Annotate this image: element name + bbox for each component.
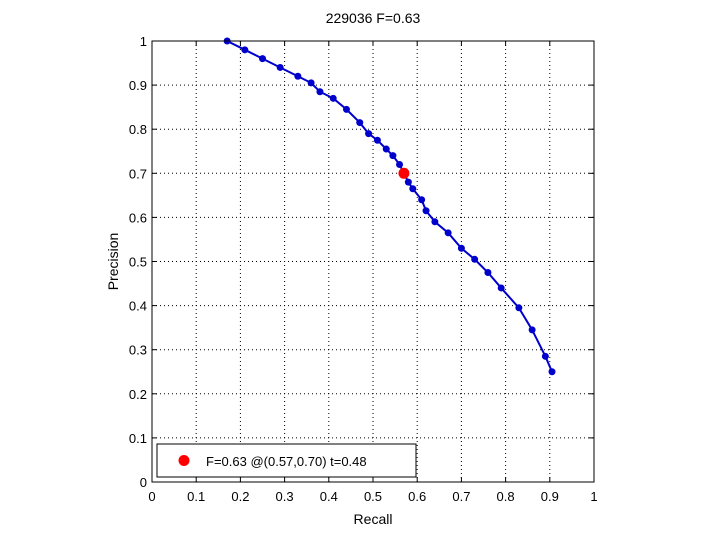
data-point (342, 105, 350, 113)
data-point (528, 326, 536, 334)
data-point (404, 178, 412, 186)
y-tick-label: 0.2 (129, 387, 147, 402)
x-tick-label: 0.9 (541, 489, 559, 504)
data-point (457, 244, 465, 252)
x-tick-label: 0.2 (231, 489, 249, 504)
x-tick-label: 0.1 (187, 489, 205, 504)
best-f-point (398, 167, 410, 179)
legend: F=0.63 @(0.57,0.70) t=0.48 (156, 443, 417, 478)
data-point (541, 352, 549, 360)
data-point (259, 55, 266, 63)
y-tick-label: 0.3 (129, 343, 147, 358)
data-point (294, 72, 302, 80)
data-point (418, 196, 426, 204)
data-point (422, 207, 430, 215)
data-point (276, 63, 284, 71)
data-point (409, 185, 417, 193)
y-tick-label: 0.8 (129, 122, 147, 137)
chart-title: 229036 F=0.63 (326, 10, 421, 26)
y-tick-label: 0 (140, 475, 147, 490)
x-tick-label: 0.3 (276, 489, 294, 504)
y-tick-label: 0.7 (129, 166, 147, 181)
y-tick-labels: 0 0.1 0.2 0.3 0.4 0.5 0.6 0.7 0.8 0.9 1 (129, 34, 147, 490)
data-point (316, 88, 324, 96)
data-point (548, 368, 556, 376)
data-point (356, 119, 364, 127)
y-tick-label: 0.6 (129, 210, 147, 225)
y-tick-label: 1 (140, 34, 147, 49)
legend-label: F=0.63 @(0.57,0.70) t=0.48 (206, 454, 367, 469)
y-tick-label: 0.5 (129, 255, 147, 270)
y-tick-label: 0.9 (129, 78, 147, 93)
highlight-layer (398, 167, 410, 179)
data-point (396, 160, 404, 168)
x-tick-label: 0 (148, 489, 155, 504)
legend-marker (178, 455, 190, 466)
plot-frame (151, 40, 595, 483)
data-point (307, 79, 315, 87)
data-point (373, 136, 381, 144)
x-tick-label: 0.7 (452, 489, 470, 504)
data-point (241, 46, 249, 54)
data-point (484, 269, 492, 277)
data-point (471, 255, 479, 263)
series-layer (223, 37, 556, 376)
x-axis-title: Recall (354, 511, 393, 527)
y-tick-label: 0.4 (129, 299, 147, 314)
data-point (444, 229, 452, 237)
x-tick-label: 0.5 (364, 489, 382, 504)
x-tick-label: 0.8 (497, 489, 515, 504)
x-tick-label: 1 (590, 489, 597, 504)
x-tick-label: 0.6 (408, 489, 426, 504)
data-point (329, 94, 337, 102)
data-point (365, 130, 373, 138)
data-point (497, 284, 505, 292)
legend-box (156, 443, 417, 478)
y-axis-title: Precision (105, 233, 121, 291)
data-point (431, 218, 439, 226)
y-tick-label: 0.1 (129, 431, 147, 446)
data-point (382, 145, 390, 153)
data-point (389, 152, 397, 160)
x-tick-labels: 0 0.1 0.2 0.3 0.4 0.5 0.6 0.7 0.8 0.9 1 (148, 489, 597, 504)
data-point (515, 304, 523, 312)
x-tick-label: 0.4 (320, 489, 338, 504)
